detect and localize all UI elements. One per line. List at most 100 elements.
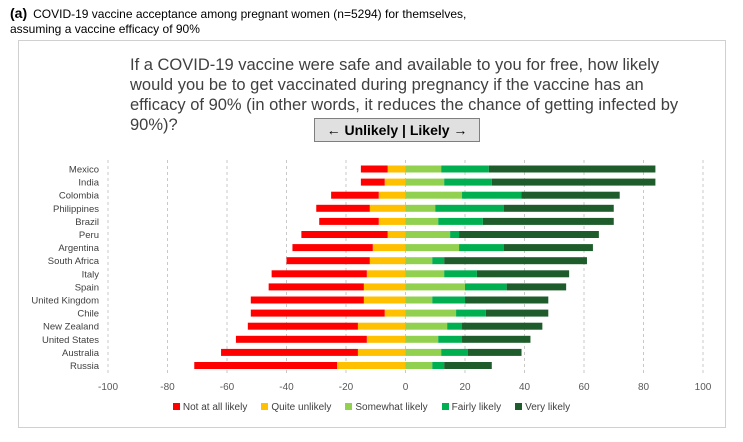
legend-item: Fairly likely <box>441 402 502 413</box>
legend-item: Very likely <box>515 402 570 413</box>
x-tick-label: -80 <box>160 382 175 393</box>
bar-segment <box>235 335 367 343</box>
bar-segment <box>432 296 465 304</box>
chart-panel <box>18 40 726 428</box>
bar-segment <box>441 165 489 173</box>
category-label: Italy <box>82 269 100 280</box>
bar-segment <box>384 309 406 317</box>
category-label: United States <box>42 335 99 346</box>
legend-swatch <box>515 403 523 410</box>
bar-segment <box>405 309 457 317</box>
bar-segment <box>491 178 656 186</box>
category-label: India <box>78 178 99 189</box>
bar-segment <box>387 165 406 173</box>
bar-segment <box>405 362 433 369</box>
bar-segment <box>462 191 522 199</box>
bar-segment <box>387 231 406 238</box>
bar-segment <box>444 362 492 369</box>
bar-segment <box>438 217 483 225</box>
legend-label: Not at all likely <box>182 402 248 413</box>
bar-segment <box>319 217 379 225</box>
bar-segment <box>456 309 486 317</box>
bar-segment <box>459 231 599 238</box>
bar-segment <box>405 257 433 265</box>
bar-segment <box>405 348 442 356</box>
bar-segment <box>444 178 492 186</box>
legend-label: Quite unlikely <box>271 402 332 413</box>
bar-segment <box>482 217 614 225</box>
category-label: Colombia <box>59 191 100 202</box>
bar-segment <box>485 309 549 317</box>
x-tick-label: 80 <box>638 382 650 393</box>
bar-segment <box>465 283 507 291</box>
bar-segment <box>369 204 406 212</box>
legend-swatch <box>345 403 353 410</box>
bar-segment <box>467 348 522 356</box>
category-label: Russia <box>70 361 100 372</box>
x-tick-label: 20 <box>459 382 471 393</box>
bar-segment <box>250 309 385 317</box>
bar-segment <box>331 191 379 199</box>
bar-segment <box>462 322 543 330</box>
legend-item: Quite unlikely <box>261 402 331 413</box>
bar-segment <box>221 348 358 356</box>
bar-segment <box>462 335 531 343</box>
figure-caption: (a) COVID-19 vaccine acceptance among pre… <box>10 6 466 37</box>
category-label: Argentina <box>58 243 99 254</box>
bar-segment <box>435 204 504 212</box>
legend-swatch <box>261 403 269 410</box>
bar-segment <box>301 231 388 238</box>
category-label: Brazil <box>75 217 99 228</box>
bar-segment <box>271 270 367 278</box>
bar-segment <box>476 270 570 278</box>
caption-text-1: COVID-19 vaccine acceptance among pregna… <box>33 7 467 21</box>
bar-segment <box>465 296 549 304</box>
direction-label: ← Unlikely | Likely → <box>314 118 480 142</box>
bar-segment <box>250 296 364 304</box>
category-label: South Africa <box>48 256 100 267</box>
survey-question: If a COVID-19 vaccine were safe and avai… <box>130 56 679 134</box>
bar-segment <box>432 362 445 369</box>
bar-segment <box>506 283 567 291</box>
category-label: Peru <box>79 230 99 241</box>
bar-segment <box>363 296 406 304</box>
bar-segment <box>194 362 338 369</box>
caption-line-1: (a) COVID-19 vaccine acceptance among pre… <box>10 6 466 22</box>
bar-segment <box>405 165 442 173</box>
bar-segment <box>372 244 406 252</box>
chart-legend: Not at all likely Quite unlikely Somewhat … <box>0 402 743 413</box>
bar-segment <box>405 178 445 186</box>
legend-label: Very likely <box>525 402 571 413</box>
bar-segment <box>405 270 445 278</box>
bar-segment <box>503 204 614 212</box>
bar-segment <box>316 204 370 212</box>
bar-segment <box>405 231 451 238</box>
bar-segment <box>286 257 370 265</box>
bar-segment <box>450 231 460 238</box>
x-tick-label: 100 <box>695 382 712 393</box>
category-label: Spain <box>75 282 99 293</box>
legend-label: Fairly likely <box>451 402 502 413</box>
bar-segment <box>378 191 406 199</box>
bar-segment <box>384 178 406 186</box>
bar-segment <box>441 348 468 356</box>
x-tick-label: -100 <box>98 382 118 393</box>
bar-segment <box>363 283 406 291</box>
bar-segment <box>378 217 406 225</box>
legend-swatch <box>172 403 180 410</box>
bar-segment <box>459 244 504 252</box>
bar-segment <box>357 322 406 330</box>
x-tick-label: -60 <box>220 382 235 393</box>
category-label: Mexico <box>69 165 99 176</box>
bar-segment <box>405 191 463 199</box>
caption-line-2: assuming a vaccine efficacy of 90% <box>10 22 200 36</box>
x-tick-label: -20 <box>339 382 354 393</box>
bar-segment <box>438 335 463 343</box>
bar-segment <box>488 165 656 173</box>
bar-segment <box>405 283 465 291</box>
bar-segment <box>405 335 439 343</box>
category-label: Philippines <box>53 204 99 215</box>
bar-segment <box>405 296 433 304</box>
bar-segment <box>366 270 406 278</box>
